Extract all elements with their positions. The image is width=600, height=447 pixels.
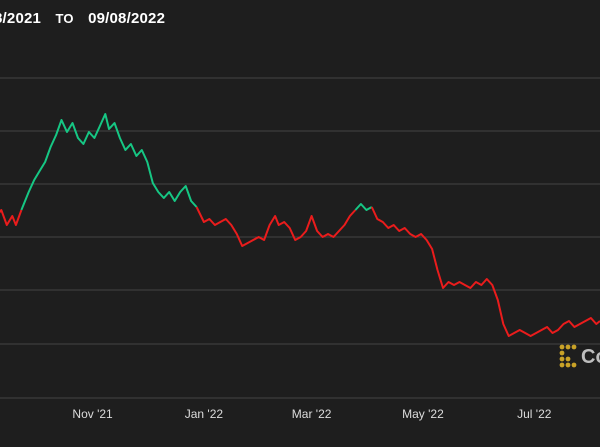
to-date[interactable]: 09/08/2022 xyxy=(88,10,166,27)
x-tick-label: May '22 xyxy=(402,407,444,421)
price-line-segment-down xyxy=(370,206,600,337)
watermark-text: Co xyxy=(581,346,600,368)
x-axis: Nov '21 Jan '22 Mar '22 May '22 Jul '22 xyxy=(72,407,551,421)
x-tick-label: Nov '21 xyxy=(72,407,113,421)
x-tick-label: Jul '22 xyxy=(517,407,552,421)
price-lines xyxy=(0,113,600,337)
price-line-segment-down xyxy=(195,206,357,247)
watermark: Co xyxy=(559,344,600,368)
price-line-segment-down xyxy=(0,209,23,226)
from-date[interactable]: 8/2021 xyxy=(0,10,42,27)
coindesk-logo-icon xyxy=(559,344,577,368)
to-label: TO xyxy=(55,11,74,26)
price-line-segment-up xyxy=(354,203,373,211)
x-tick-label: Mar '22 xyxy=(292,407,332,421)
x-tick-label: Jan '22 xyxy=(185,407,224,421)
price-line-segment-up xyxy=(20,113,198,211)
date-range-header: 8/2021 TO 09/08/2022 xyxy=(0,10,175,27)
